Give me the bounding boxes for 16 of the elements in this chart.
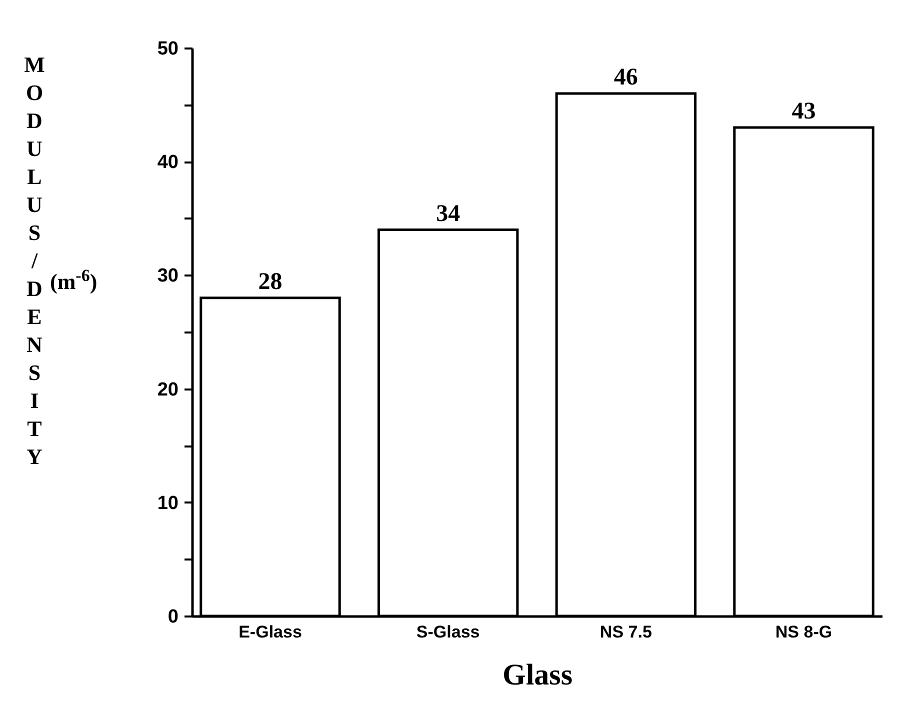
y-tick-label: 20 — [157, 379, 178, 400]
data-label: 28 — [258, 268, 282, 295]
x-axis-title: Glass — [502, 658, 573, 692]
data-label: 34 — [436, 200, 460, 227]
x-tick-label: NS 7.5 — [600, 622, 652, 642]
data-label: 46 — [614, 64, 638, 90]
x-tick-label: S-Glass — [416, 622, 480, 642]
y-tick-label: 50 — [157, 38, 178, 60]
y-tick-label: 40 — [157, 152, 178, 174]
y-tick-label: 30 — [157, 266, 178, 287]
y-axis-title: MODULUS/DENSITY (m$^{-6}$) — [22, 52, 98, 472]
y-tick-label: 10 — [157, 492, 178, 514]
data-label: 43 — [792, 98, 816, 125]
x-tick-label: NS 8-G — [775, 622, 832, 642]
x-tick-label: E-Glass — [238, 622, 302, 642]
y-tick-label: 0 — [168, 606, 178, 628]
